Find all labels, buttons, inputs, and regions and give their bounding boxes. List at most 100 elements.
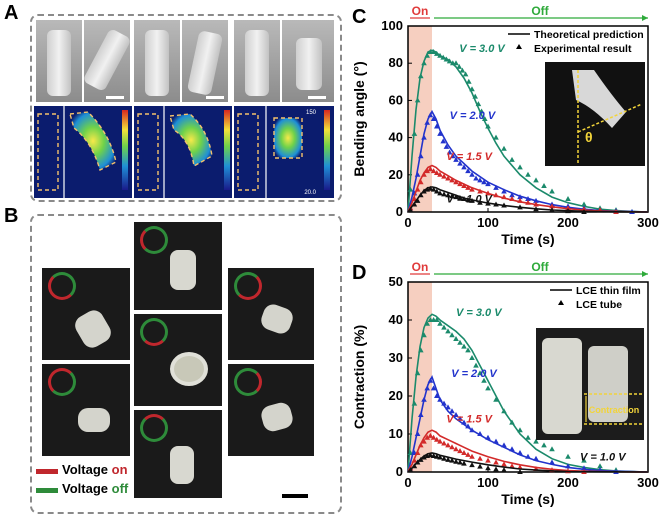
data-point — [465, 451, 471, 457]
data-point — [443, 56, 450, 62]
data-point — [485, 434, 491, 440]
inset-photo: θ — [545, 62, 645, 166]
voltage-word: Voltage — [62, 462, 108, 477]
data-point — [450, 153, 456, 159]
data-point — [427, 185, 434, 191]
data-point — [449, 457, 455, 463]
data-point — [501, 188, 507, 194]
on-label: On — [412, 260, 429, 274]
data-point — [517, 427, 523, 433]
legend-marker-swatch — [516, 44, 522, 49]
data-point — [525, 195, 531, 201]
contraction-chart: 0 100 200 300 0 10 20 30 40 50 Time (s) Contraction… — [351, 260, 659, 507]
data-point — [440, 138, 446, 144]
tube-object — [78, 408, 110, 432]
dashed-outline — [137, 113, 159, 191]
data-point — [427, 166, 434, 172]
tube-image — [47, 30, 71, 96]
voltage-on-swatch — [36, 469, 58, 474]
data-point — [424, 434, 430, 440]
series-label: V = 2.0 V — [451, 368, 498, 380]
data-point — [501, 461, 507, 467]
panel-label-b: B — [4, 205, 19, 227]
data-point — [453, 336, 459, 341]
data-point — [414, 370, 421, 376]
data-point — [445, 442, 451, 448]
off-arrow-head — [642, 271, 648, 277]
data-point — [485, 385, 491, 391]
data-point — [517, 469, 523, 474]
data-point — [427, 452, 434, 458]
data-point — [449, 177, 455, 183]
data-point — [445, 404, 451, 410]
voltage-ring — [234, 368, 262, 396]
data-point — [445, 175, 451, 181]
data-point — [411, 457, 418, 463]
data-point — [581, 209, 587, 214]
data-point — [465, 196, 471, 202]
data-point — [407, 450, 414, 455]
tube-object — [170, 250, 196, 290]
data-point — [414, 186, 421, 192]
inset-photo: Contraction — [536, 328, 644, 440]
data-point — [424, 385, 430, 391]
data-point — [481, 377, 487, 383]
data-point — [430, 116, 437, 121]
data-point — [565, 195, 571, 201]
data-point — [549, 446, 555, 452]
data-point — [485, 457, 491, 463]
data-point — [427, 377, 434, 383]
data-point — [565, 463, 571, 469]
data-point — [449, 193, 455, 199]
data-point — [418, 456, 424, 462]
voltage-ring — [140, 226, 168, 254]
data-point — [477, 455, 483, 461]
data-point — [533, 206, 539, 212]
data-point — [457, 459, 463, 465]
data-point — [430, 168, 437, 174]
off-label: Off — [531, 260, 549, 274]
data-point — [501, 442, 507, 448]
data-point — [517, 194, 523, 200]
data-point — [446, 58, 453, 64]
data-point — [461, 164, 467, 170]
data-point — [453, 458, 459, 464]
data-point — [581, 465, 587, 471]
data-point — [465, 423, 471, 429]
data-point — [465, 184, 471, 190]
scale-bar — [106, 96, 124, 99]
data-point — [418, 347, 424, 353]
data-point — [411, 400, 418, 406]
data-point — [461, 195, 467, 201]
data-point — [525, 453, 531, 459]
data-point — [437, 52, 443, 58]
data-point — [461, 182, 467, 188]
y-tick-label: 0 — [396, 464, 403, 479]
data-point — [434, 317, 440, 322]
data-point — [449, 444, 455, 450]
colorbar — [224, 110, 230, 190]
data-point — [485, 190, 491, 196]
legend-film-label: LCE thin film — [576, 285, 641, 297]
colorbar-max-label: 150 — [306, 110, 317, 116]
data-point — [478, 108, 485, 114]
data-point — [466, 78, 472, 84]
data-point — [493, 134, 499, 140]
x-tick-label: 300 — [637, 475, 659, 490]
theory-line — [407, 429, 649, 473]
data-point — [509, 192, 515, 198]
data-point — [581, 206, 587, 212]
data-point — [469, 453, 475, 459]
off-word: off — [111, 481, 129, 496]
inset-tube-after — [588, 346, 628, 422]
data-point — [437, 320, 443, 326]
data-point — [441, 324, 447, 330]
data-point — [493, 438, 499, 444]
data-point — [434, 436, 440, 442]
x-tick-label: 200 — [557, 475, 579, 490]
theory-line — [407, 49, 649, 213]
off-label: Off — [531, 4, 549, 18]
data-point — [482, 116, 488, 121]
data-point — [434, 393, 440, 398]
